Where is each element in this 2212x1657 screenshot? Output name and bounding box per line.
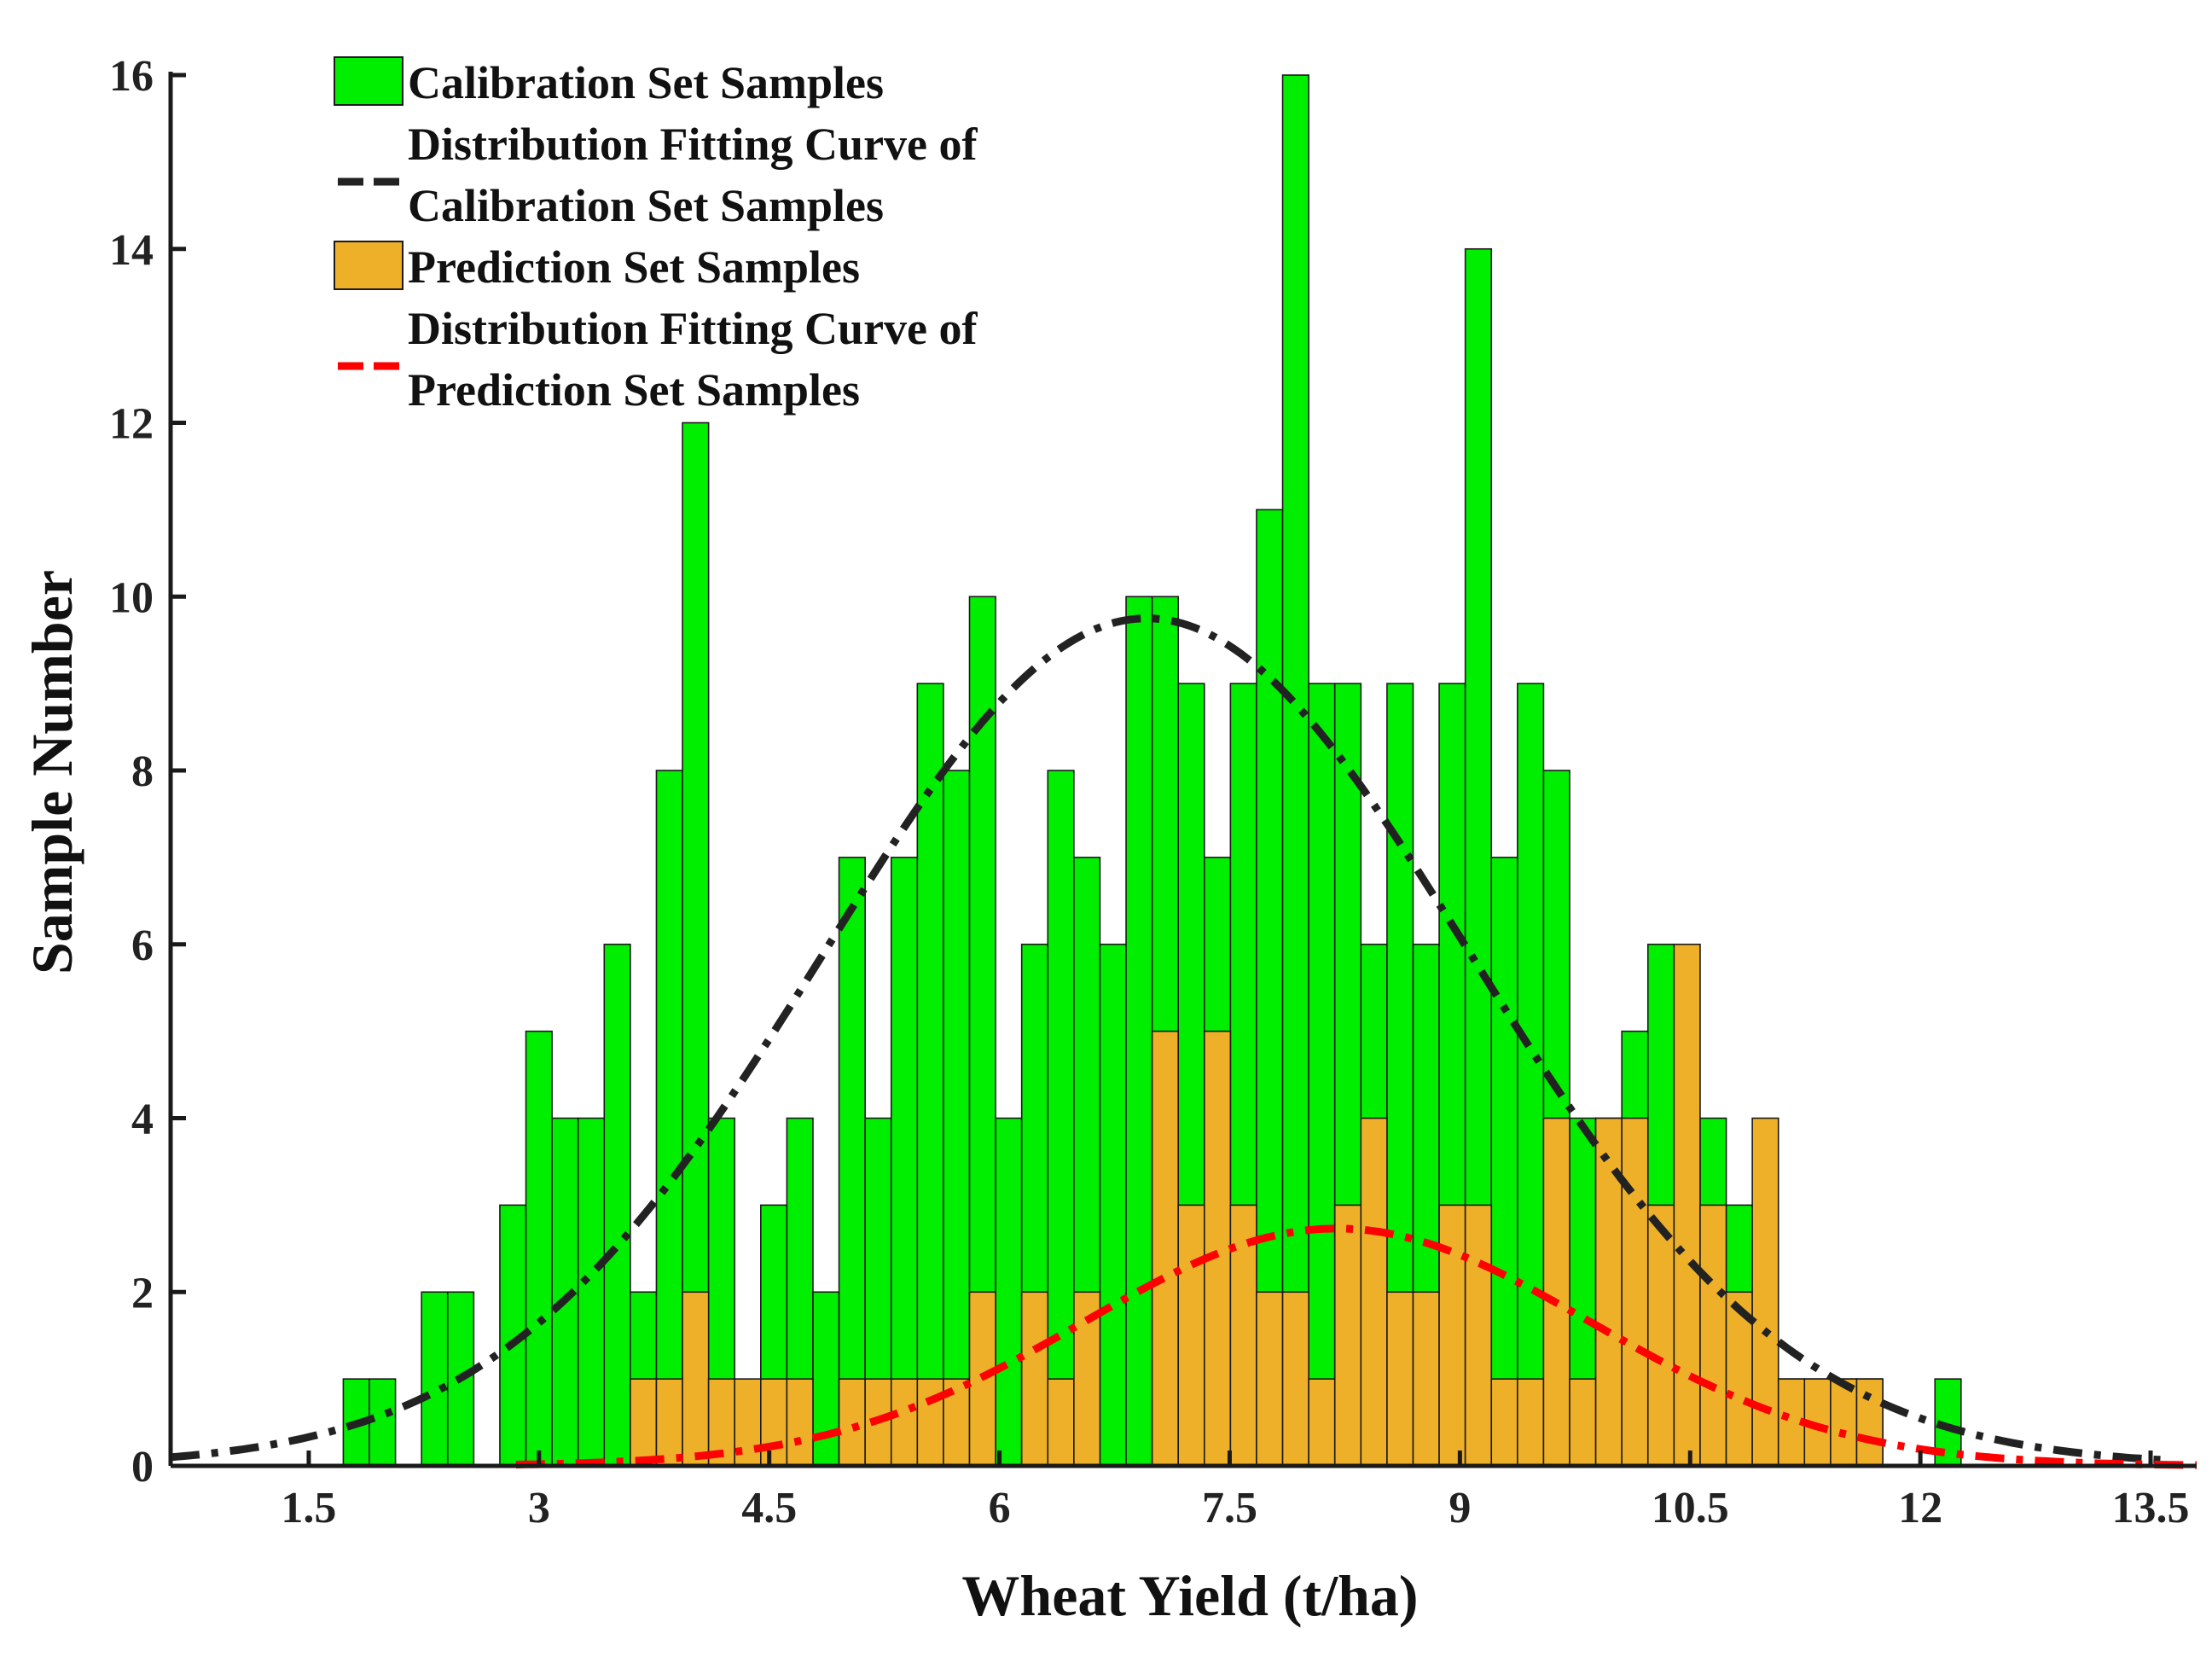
prediction-bar (1830, 1378, 1858, 1467)
legend-label: Calibration Set Samples (408, 180, 884, 231)
calibration-bar (1490, 857, 1518, 1467)
prediction-bar (1360, 1117, 1388, 1467)
prediction-bar (1621, 1117, 1649, 1467)
prediction-bar (1020, 1291, 1049, 1467)
prediction-bar (1151, 1030, 1180, 1467)
y-tick-label: 6 (131, 922, 154, 970)
prediction-bar (890, 1378, 919, 1467)
prediction-bar (916, 1378, 944, 1467)
prediction-bar (1386, 1291, 1414, 1467)
calibration-bar (369, 1378, 397, 1467)
prediction-bar (1673, 943, 1701, 1467)
x-tick-label: 3 (528, 1484, 550, 1532)
legend-label: Prediction Set Samples (408, 241, 860, 293)
prediction-bar (1517, 1378, 1545, 1467)
legend-label: Distribution Fitting Curve of (408, 119, 978, 170)
y-tick-label: 14 (109, 226, 154, 275)
calibration-bar (1517, 683, 1545, 1467)
calibration-bar (995, 1117, 1023, 1467)
y-tick-label: 0 (131, 1443, 154, 1491)
legend-label: Calibration Set Samples (408, 57, 884, 108)
prediction-bar (1646, 1204, 1675, 1467)
prediction-bar (1177, 1204, 1205, 1467)
legend-label: Distribution Fitting Curve of (408, 303, 978, 354)
legend-swatch (334, 56, 404, 106)
prediction-bar (655, 1378, 683, 1467)
calibration-bar (1047, 770, 1075, 1467)
prediction-bar (1308, 1378, 1336, 1467)
x-tick-label: 6 (989, 1484, 1011, 1532)
prediction-bar (1281, 1291, 1309, 1467)
y-axis-label: Sample Number (20, 570, 84, 974)
calibration-bar (1308, 683, 1336, 1467)
prediction-bar (682, 1291, 710, 1467)
prediction-bar (1751, 1117, 1779, 1467)
calibration-bar (655, 770, 683, 1467)
calibration-bar (421, 1291, 449, 1467)
calibration-bar (525, 1030, 553, 1467)
legend: Calibration Set Samples Distribution Fitt… (334, 56, 978, 416)
calibration-bar (577, 1117, 606, 1467)
prediction-bar (786, 1378, 814, 1467)
prediction-bar (1569, 1378, 1597, 1467)
prediction-bar (1203, 1030, 1232, 1467)
prediction-bar (1699, 1204, 1727, 1467)
y-tick-label: 8 (131, 747, 154, 796)
prediction-fit-curve (515, 1224, 2197, 1469)
prediction-bar (1333, 1204, 1362, 1467)
x-tick-label: 12 (1898, 1484, 1942, 1532)
prediction-bar (1855, 1378, 1884, 1467)
x-tick-label: 4.5 (741, 1484, 797, 1532)
prediction-bar (1256, 1291, 1284, 1467)
x-tick-label: 10.5 (1652, 1484, 1729, 1532)
prediction-bar (1047, 1378, 1075, 1467)
x-tick-label: 7.5 (1202, 1484, 1257, 1532)
prediction-bar (1438, 1204, 1466, 1467)
calibration-bar (1281, 74, 1309, 1467)
y-tick-label: 16 (109, 52, 154, 101)
calibration-bar (1099, 943, 1127, 1467)
prediction-bar (838, 1378, 866, 1467)
y-tick-label: 2 (131, 1269, 154, 1317)
calibration-bar (890, 857, 919, 1467)
prediction-bar (630, 1378, 658, 1467)
prediction-bar (1542, 1117, 1570, 1467)
x-tick-label: 9 (1449, 1484, 1471, 1532)
x-axis-label: Wheat Yield (t/ha) (961, 1563, 1418, 1628)
prediction-bar (1464, 1204, 1493, 1467)
y-tick-label: 10 (109, 573, 154, 622)
calibration-bar (1125, 596, 1153, 1467)
calibration-fit-curve (170, 614, 2167, 1464)
legend-swatch (334, 241, 404, 290)
y-tick-label: 12 (109, 400, 154, 449)
x-tick-label: 1.5 (281, 1484, 336, 1532)
calibration-bar (943, 770, 971, 1467)
prediction-bar (1490, 1378, 1518, 1467)
ticks: 0 2 4 6 8 10 12 14 16 1.5 3 4.5 6 7.5 9 10.5 12 13.5 (109, 52, 2190, 1532)
calibration-bar (916, 683, 944, 1467)
fit-curves (170, 614, 2197, 1469)
calibration-bar (838, 857, 866, 1467)
calibration-bar (603, 943, 631, 1467)
x-tick-label: 13.5 (2112, 1484, 2190, 1532)
prediction-bar (760, 1378, 788, 1467)
legend-label: Prediction Set Samples (408, 364, 860, 416)
prediction-bar (1412, 1291, 1440, 1467)
y-tick-label: 4 (131, 1096, 154, 1144)
